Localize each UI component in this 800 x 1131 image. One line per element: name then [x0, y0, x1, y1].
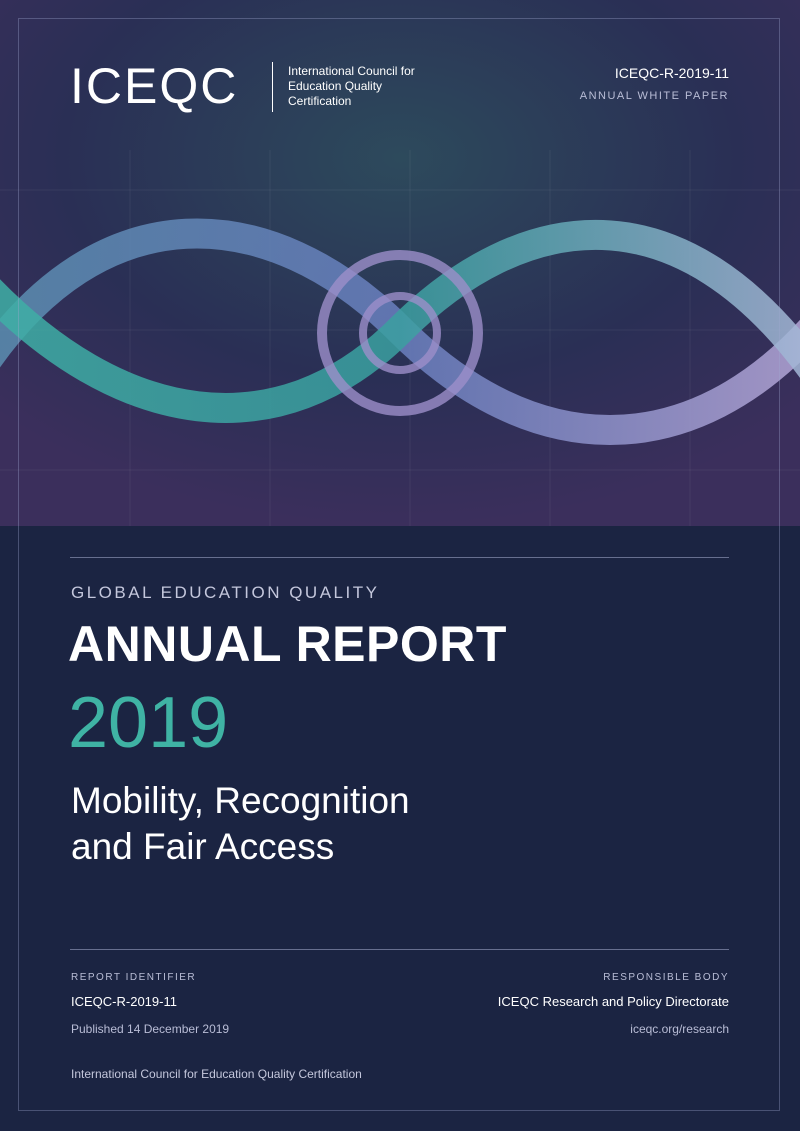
cover-art — [0, 0, 800, 526]
footer: International Council for Education Qual… — [71, 1067, 362, 1081]
meta-date: Published 14 December 2019 — [71, 1022, 230, 1036]
meta-label: RESPONSIBLE BODY — [603, 972, 729, 983]
meta-link[interactable]: iceqc.org/research — [630, 1022, 729, 1036]
year: 2019 — [68, 683, 229, 763]
rule — [70, 949, 729, 950]
logo: ICEQC — [70, 58, 239, 114]
subtitle-line: and Fair Access — [71, 826, 335, 867]
subtitle-line: Mobility, Recognition — [71, 780, 410, 821]
series-label: ANNUAL WHITE PAPER — [579, 90, 729, 102]
logo-divider — [272, 62, 273, 112]
logo-tagline: International Council for Education Qual… — [288, 64, 415, 109]
meta-value: ICEQC-R-2019-11 — [71, 994, 177, 1009]
rule — [70, 557, 729, 558]
report-code: ICEQC-R-2019-11 — [614, 65, 729, 81]
tagline-line: International Council for — [288, 64, 415, 78]
meta-label: REPORT IDENTIFIER — [71, 972, 197, 983]
kicker: GLOBAL EDUCATION QUALITY — [71, 583, 380, 602]
tagline-line: Certification — [288, 94, 352, 108]
tagline-line: Education Quality — [288, 79, 383, 93]
subtitle: Mobility, Recognition and Fair Access — [71, 778, 410, 870]
meta-value: ICEQC Research and Policy Directorate — [497, 994, 729, 1009]
main-title: ANNUAL REPORT — [68, 616, 507, 672]
frame — [18, 18, 780, 1111]
